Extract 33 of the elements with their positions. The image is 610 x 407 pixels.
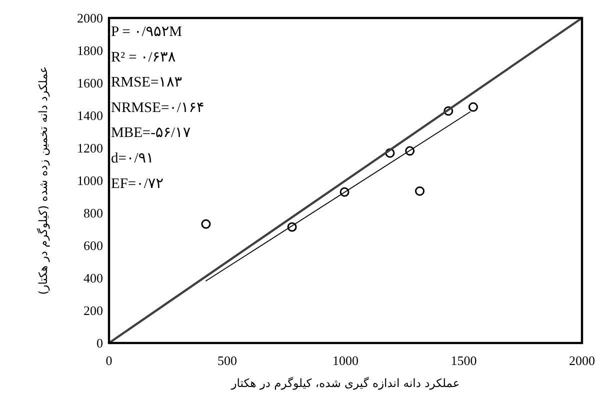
y-tick-label: 2000 [77,10,103,26]
y-tick-label: 200 [84,303,103,318]
point [415,186,425,196]
point [201,219,211,229]
point [444,106,454,116]
y-tick-label: 1400 [77,108,103,123]
y-tick-label: 800 [84,206,103,220]
annotation: RMSE=۱۸۳ [111,74,182,91]
y-tick-label: 600 [84,238,103,253]
point [287,222,297,232]
y-axis-title: عملکرد دانه تخمین زده شده (کیلوگرم در هکتار) [36,66,50,295]
annotation: R² = ۰/۶۳۸ [111,49,176,66]
x-axis-title: عملکرد دانه اندازه گیری شده، کیلوگرم در هکتار [230,376,460,390]
annotation: P = ۰/۹۵۲M [111,24,182,40]
y-tick-label: 1800 [77,43,103,58]
y-tick-label: 1200 [77,140,103,156]
x-tick-label: 2000 [569,353,595,368]
annotation: EF=۰/۷۲ [111,176,164,192]
point [385,148,395,158]
annotation: NRMSE=۰/۱۶۴ [111,100,204,116]
point [340,187,350,197]
y-tick-label: 1600 [77,76,103,90]
point [405,146,415,156]
x-tick-label: 1500 [450,353,477,368]
x-tick-label: 1000 [332,353,358,368]
y-tick-label: 400 [84,270,103,286]
point [468,102,478,112]
y-tick-label: 0 [96,336,103,350]
x-tick-label: 0 [106,353,112,368]
x-tick-label: 500 [218,353,237,368]
annotation: d=۰/۹۱ [111,150,154,166]
y-tick-label: 1000 [77,173,103,188]
annotation: MBE=-۵۶/۱۷ [111,125,191,142]
